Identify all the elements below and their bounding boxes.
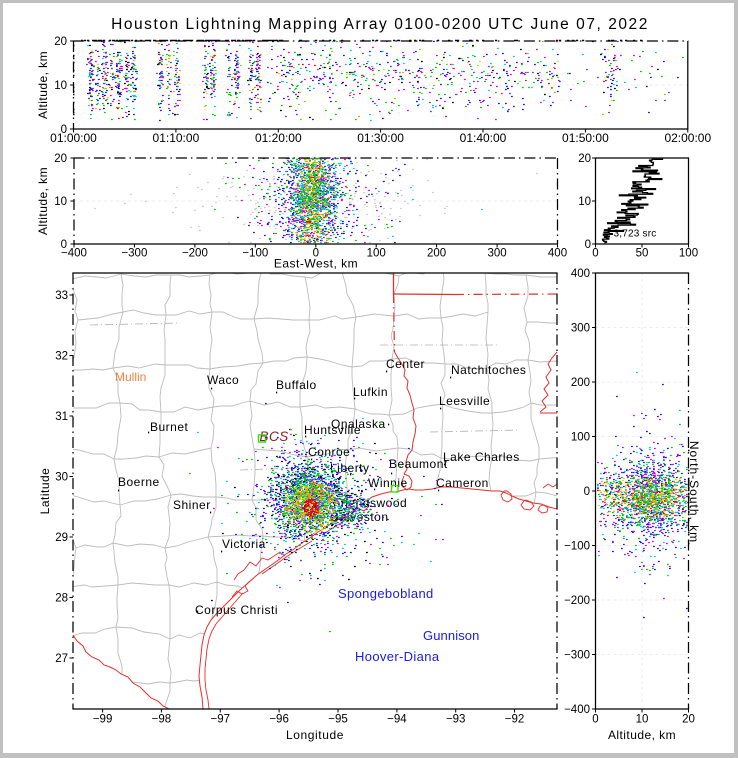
svg-text:01:40:00: 01:40:00 [460,131,507,145]
svg-text:10: 10 [636,714,649,726]
svg-text:300: 300 [488,248,507,260]
svg-text:50: 50 [636,248,649,260]
svg-text:Boerne: Boerne [118,475,160,489]
svg-text:Leesville: Leesville [439,394,490,408]
svg-text:10: 10 [54,80,67,92]
svg-text:20: 20 [54,153,67,165]
svg-text:100: 100 [367,248,386,260]
svg-text:−400: −400 [61,248,87,260]
svg-text:−100: −100 [242,248,268,260]
svg-text:0: 0 [61,124,67,136]
svg-text:Natchitoches: Natchitoches [451,363,526,377]
svg-text:−96: −96 [269,714,289,726]
svg-text:−93: −93 [446,714,466,726]
svg-text:Hoover-Diana: Hoover-Diana [355,649,440,664]
svg-text:Lufkin: Lufkin [353,385,388,399]
svg-text:−98: −98 [152,714,172,726]
svg-text:North-South, km: North-South, km [687,441,701,543]
svg-text:100: 100 [571,432,590,444]
svg-text:0: 0 [313,248,319,260]
svg-text:300: 300 [571,323,590,335]
svg-text:−92: −92 [505,714,525,726]
svg-text:10: 10 [578,196,591,208]
svg-text:200: 200 [571,377,590,389]
svg-text:−100: −100 [564,541,590,553]
svg-text:01:10:00: 01:10:00 [153,131,200,145]
svg-text:31: 31 [55,411,68,423]
svg-text:Gunnison: Gunnison [423,628,479,643]
svg-text:Cameron: Cameron [436,476,489,490]
svg-text:29: 29 [55,532,68,544]
svg-text:−300: −300 [564,650,590,662]
svg-text:Winnie: Winnie [368,476,408,490]
svg-text:10: 10 [54,196,67,208]
svg-text:Liberty: Liberty [330,461,370,475]
svg-text:0: 0 [585,239,591,251]
svg-text:−200: −200 [182,248,208,260]
svg-text:BCS: BCS [260,429,289,444]
svg-text:Altitude, km: Altitude, km [36,51,50,119]
svg-text:−95: −95 [328,714,348,726]
svg-text:Mullin: Mullin [115,370,146,384]
svg-text:01:30:00: 01:30:00 [357,131,404,145]
svg-text:−300: −300 [121,248,147,260]
svg-text:Onalaska: Onalaska [331,417,386,431]
svg-text:400: 400 [548,248,567,260]
svg-text:20: 20 [682,714,695,726]
svg-text:30: 30 [55,472,68,484]
svg-text:200: 200 [427,248,446,260]
svg-text:Buffalo: Buffalo [276,378,317,392]
svg-text:33: 33 [55,290,68,302]
svg-text:Longitude: Longitude [286,728,344,742]
svg-text:32: 32 [55,351,68,363]
svg-text:20: 20 [54,36,67,48]
svg-text:Altitude, km: Altitude, km [608,728,676,742]
svg-text:0: 0 [592,714,598,726]
svg-text:−97: −97 [211,714,231,726]
svg-text:Conroe: Conroe [308,445,350,459]
svg-text:02:00:00: 02:00:00 [664,131,711,145]
svg-text:01:50:00: 01:50:00 [562,131,609,145]
svg-text:Lake Charles: Lake Charles [443,450,520,464]
svg-text:100: 100 [679,248,698,260]
svg-text:Center: Center [386,357,425,371]
svg-text:Shiner: Shiner [173,498,211,512]
svg-text:Beaumont: Beaumont [389,457,448,471]
svg-text:28: 28 [55,593,68,605]
svg-text:27: 27 [55,653,68,665]
svg-text:400: 400 [571,268,590,280]
svg-text:Burnet: Burnet [150,420,189,434]
svg-text:East-West, km: East-West, km [274,257,358,271]
svg-text:−99: −99 [93,714,113,726]
svg-text:0: 0 [584,486,590,498]
svg-text:20: 20 [578,153,591,165]
svg-text:Latitude: Latitude [38,468,52,515]
svg-text:Altitude, km: Altitude, km [36,167,50,235]
svg-text:Friendswood: Friendswood [333,496,407,510]
svg-text:−400: −400 [564,704,590,716]
svg-text:Spongebobland: Spongebobland [338,586,434,601]
svg-text:−94: −94 [387,714,407,726]
svg-text:3,723 src: 3,723 src [614,229,657,240]
svg-text:Waco: Waco [207,373,239,387]
svg-text:01:00:00: 01:00:00 [50,131,97,145]
svg-text:Corpus Christi: Corpus Christi [195,603,278,617]
svg-text:Huntsville: Huntsville [304,423,361,437]
svg-text:0: 0 [61,239,67,251]
svg-text:0: 0 [592,248,598,260]
svg-text:−200: −200 [564,595,590,607]
svg-text:Houston Lightning Mapping Arra: Houston Lightning Mapping Array 0100-020… [111,16,649,33]
svg-text:01:20:00: 01:20:00 [255,131,302,145]
svg-text:Victoria: Victoria [222,537,266,551]
